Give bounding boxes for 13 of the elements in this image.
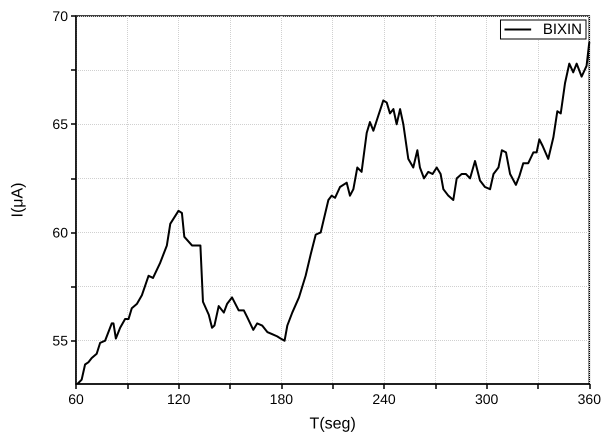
x-tick-label: 180 (270, 391, 294, 407)
y-tick-label: 55 (52, 332, 68, 349)
x-tick-label: 120 (166, 391, 191, 407)
y-axis-title: I(μA) (10, 182, 26, 218)
legend-label: BIXIN (542, 21, 582, 38)
x-axis-title: T(seg) (310, 416, 356, 432)
x-tick-label: 60 (68, 391, 84, 407)
x-tick-label: 360 (578, 391, 602, 407)
y-tick-label: 60 (52, 224, 68, 240)
x-tick-label: 240 (372, 391, 396, 407)
y-tick-label: 65 (52, 116, 68, 132)
y-tick-label: 70 (52, 8, 68, 24)
x-tick-label: 300 (474, 391, 499, 407)
